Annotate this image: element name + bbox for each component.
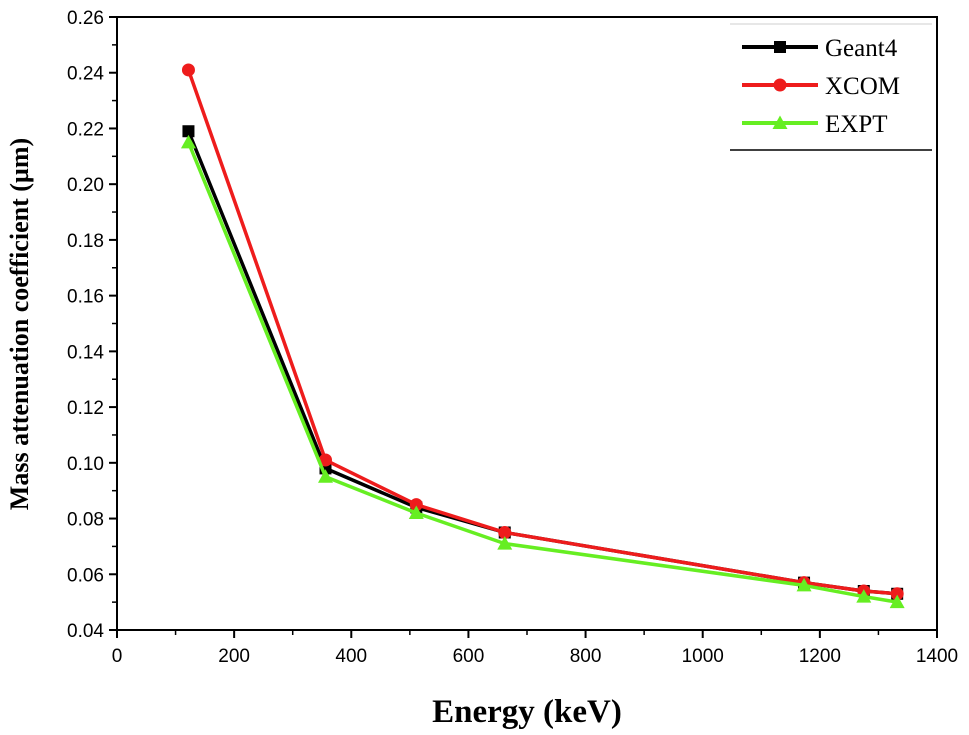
y-tick-label: 0.08 [67, 510, 104, 531]
y-tick-label: 0.06 [67, 565, 104, 586]
data-point [409, 498, 423, 512]
legend-item-xcom: XCOM [742, 73, 900, 100]
legend-label: Geant4 [825, 35, 898, 62]
y-axis: 0.04 0.06 0.08 0.10 0.12 0.14 0.16 0.18 0.20 0.22… [67, 8, 117, 642]
series-line [186, 130, 898, 596]
y-tick-label: 0.04 [67, 621, 104, 642]
y-axis-title: Mass attenuation coefficient (µm) [5, 138, 34, 510]
x-tick-label: 400 [335, 646, 367, 667]
y-tick-label: 0.26 [67, 8, 104, 29]
data-point [319, 453, 333, 467]
legend-item-expt: EXPT [742, 111, 888, 138]
x-tick-label: 200 [218, 646, 250, 667]
x-tick-label: 0 [112, 646, 123, 667]
data-point [856, 589, 872, 603]
x-tick-label: 1200 [799, 646, 841, 667]
plot-frame [116, 16, 938, 631]
data-point [796, 577, 812, 592]
data-point [774, 41, 786, 53]
y-tick-label: 0.22 [67, 119, 104, 140]
y-tick-label: 0.10 [67, 454, 104, 475]
x-tick-label: 1400 [916, 646, 958, 667]
y-tick-label: 0.24 [67, 64, 104, 85]
x-axis: 0 200 400 600 800 1000 1200 1400 [112, 630, 958, 667]
data-point [408, 505, 424, 519]
legend-item-geant4: Geant4 [742, 35, 898, 62]
series-expt [180, 134, 905, 609]
data-point [890, 587, 904, 601]
plot-border [116, 16, 938, 631]
series-layer [180, 63, 905, 609]
data-point [772, 115, 788, 129]
x-axis-title: Energy (keV) [432, 694, 622, 730]
y-tick-label: 0.16 [67, 287, 104, 308]
data-point [318, 469, 334, 483]
series-line [186, 69, 898, 596]
x-tick-label: 1000 [682, 646, 724, 667]
x-tick-label: 800 [570, 646, 602, 667]
data-point [180, 134, 196, 149]
data-point [181, 63, 195, 77]
legend-label: XCOM [825, 73, 900, 100]
data-point [889, 594, 905, 609]
data-point [773, 78, 787, 92]
data-point [498, 525, 512, 539]
legend: Geant4 XCOM EXPT [730, 23, 932, 151]
data-point [497, 536, 513, 550]
data-point [182, 125, 195, 138]
y-tick-label: 0.14 [67, 342, 104, 363]
x-tick-label: 600 [453, 646, 485, 667]
series-xcom [181, 63, 904, 601]
y-tick-label: 0.20 [67, 175, 104, 196]
y-tick-label: 0.12 [67, 398, 104, 419]
legend-label: EXPT [825, 111, 888, 138]
y-tick-label: 0.18 [67, 231, 104, 252]
